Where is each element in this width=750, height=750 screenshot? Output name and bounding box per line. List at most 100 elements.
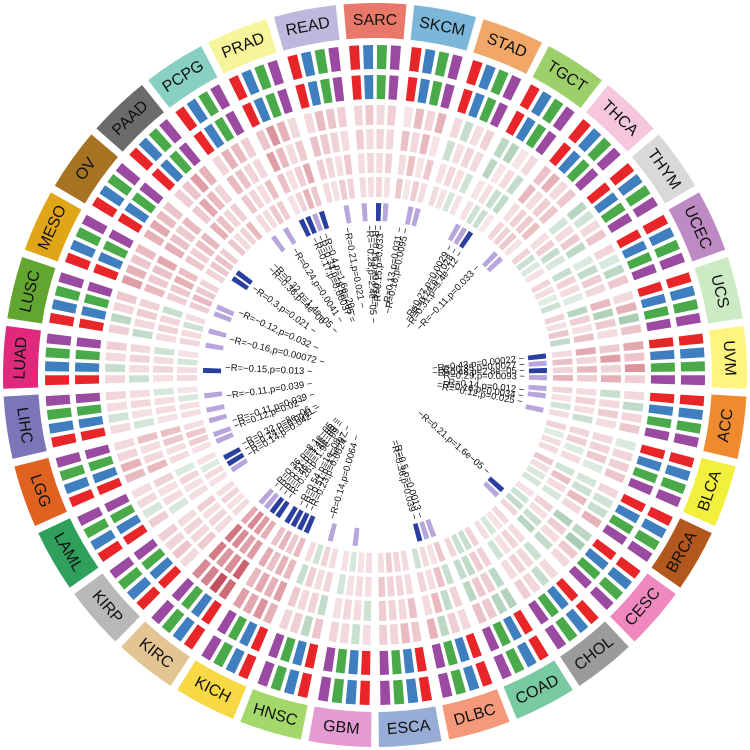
heat-cell: [353, 600, 362, 621]
heat-cell: [353, 105, 363, 126]
heat-cell: [129, 375, 150, 383]
track-cell: [241, 69, 260, 96]
heat-cell: [507, 523, 526, 543]
heat-cell: [464, 526, 480, 547]
heat-cell: [328, 548, 339, 569]
heat-cell: [551, 393, 572, 402]
heat-cell: [157, 523, 179, 542]
heat-cell: [564, 531, 586, 551]
heat-cell: [450, 533, 465, 555]
track-cell: [642, 214, 669, 235]
track-cell: [608, 514, 634, 535]
track-cell: [528, 635, 549, 661]
heat-cell: [132, 328, 154, 340]
heat-cell: [600, 389, 621, 399]
track-cell: [650, 362, 675, 372]
heat-cell: [426, 618, 439, 640]
track-cell: [568, 565, 592, 589]
heat-cell: [285, 169, 299, 191]
heat-cell: [363, 600, 372, 621]
heat-cell: [289, 612, 304, 634]
heat-cell: [513, 578, 532, 600]
heat-cell: [584, 283, 607, 298]
heat-cell: [121, 274, 143, 290]
track-cell: [92, 466, 118, 484]
heat-cell: [566, 305, 588, 318]
heat-cell: [245, 567, 262, 588]
significance-mark: [205, 342, 224, 351]
track-cell: [607, 213, 633, 234]
heat-cell: [428, 135, 441, 158]
heat-cell: [302, 188, 315, 210]
track-cell: [107, 173, 133, 196]
track-cell: [428, 80, 443, 107]
heat-cell: [520, 261, 541, 278]
heat-cell: [362, 624, 371, 645]
significance-mark: [282, 227, 297, 245]
heat-cell: [194, 239, 215, 257]
heat-cell: [540, 247, 561, 264]
track-cell: [169, 150, 192, 175]
heat-cell: [581, 274, 603, 289]
heat-cell: [113, 301, 135, 315]
track-cell: [139, 182, 164, 205]
significance-mark: [483, 481, 500, 498]
heat-cell: [538, 441, 559, 455]
heat-cell: [107, 412, 129, 424]
heat-cell: [499, 497, 519, 517]
sector-esca: [378, 706, 442, 747]
heat-cell: [182, 321, 204, 332]
track-cell: [161, 608, 185, 634]
significance-mark: [215, 432, 234, 444]
sector-coad: [503, 660, 573, 719]
cancer-label: ACC: [715, 408, 737, 444]
track-cell: [587, 137, 612, 162]
heat-cell: [133, 417, 155, 430]
track-cell: [574, 168, 599, 191]
significance-mark: [297, 512, 310, 531]
track-cell: [228, 74, 248, 101]
heat-cell: [209, 572, 228, 594]
heat-cell: [154, 396, 175, 406]
heat-cell: [287, 586, 301, 608]
heat-cell: [427, 185, 440, 207]
track-cell: [465, 632, 482, 659]
track-cell: [348, 649, 359, 675]
heat-cell: [162, 489, 184, 506]
correlation-label: −R=−0.15,p=0.013 −: [225, 362, 313, 377]
heat-cell: [577, 264, 599, 280]
significance-mark: [284, 505, 298, 524]
heat-cell: [521, 221, 541, 241]
heat-cell: [540, 434, 562, 447]
heat-cell: [622, 401, 644, 412]
heat-cell: [503, 238, 523, 257]
track-cell: [87, 281, 113, 298]
heat-cell: [349, 551, 357, 572]
track-cell: [292, 640, 307, 666]
heat-cell: [304, 566, 317, 588]
heat-cell: [153, 387, 174, 396]
heat-cell: [147, 274, 169, 289]
track-cell: [270, 665, 287, 692]
heat-cell: [576, 356, 597, 365]
track-cell: [607, 566, 633, 590]
track-cell: [418, 676, 433, 702]
heat-cell: [208, 541, 227, 561]
track-cell: [364, 75, 374, 100]
heat-cell: [400, 622, 411, 644]
heat-cell: [357, 153, 366, 174]
track-cell: [568, 119, 591, 144]
sector-hnsc: [240, 689, 308, 740]
heat-cell: [618, 312, 640, 325]
heat-cell: [510, 486, 530, 504]
heat-cell: [612, 290, 634, 305]
heat-cell: [216, 547, 235, 568]
sector-blca: [683, 457, 736, 526]
heat-cell: [196, 494, 217, 513]
heat-cell: [410, 621, 422, 643]
heat-cell: [521, 471, 542, 488]
significance-mark: [527, 391, 547, 399]
heat-cell: [233, 232, 252, 251]
heat-cell: [314, 110, 327, 132]
heat-cell: [173, 188, 194, 209]
